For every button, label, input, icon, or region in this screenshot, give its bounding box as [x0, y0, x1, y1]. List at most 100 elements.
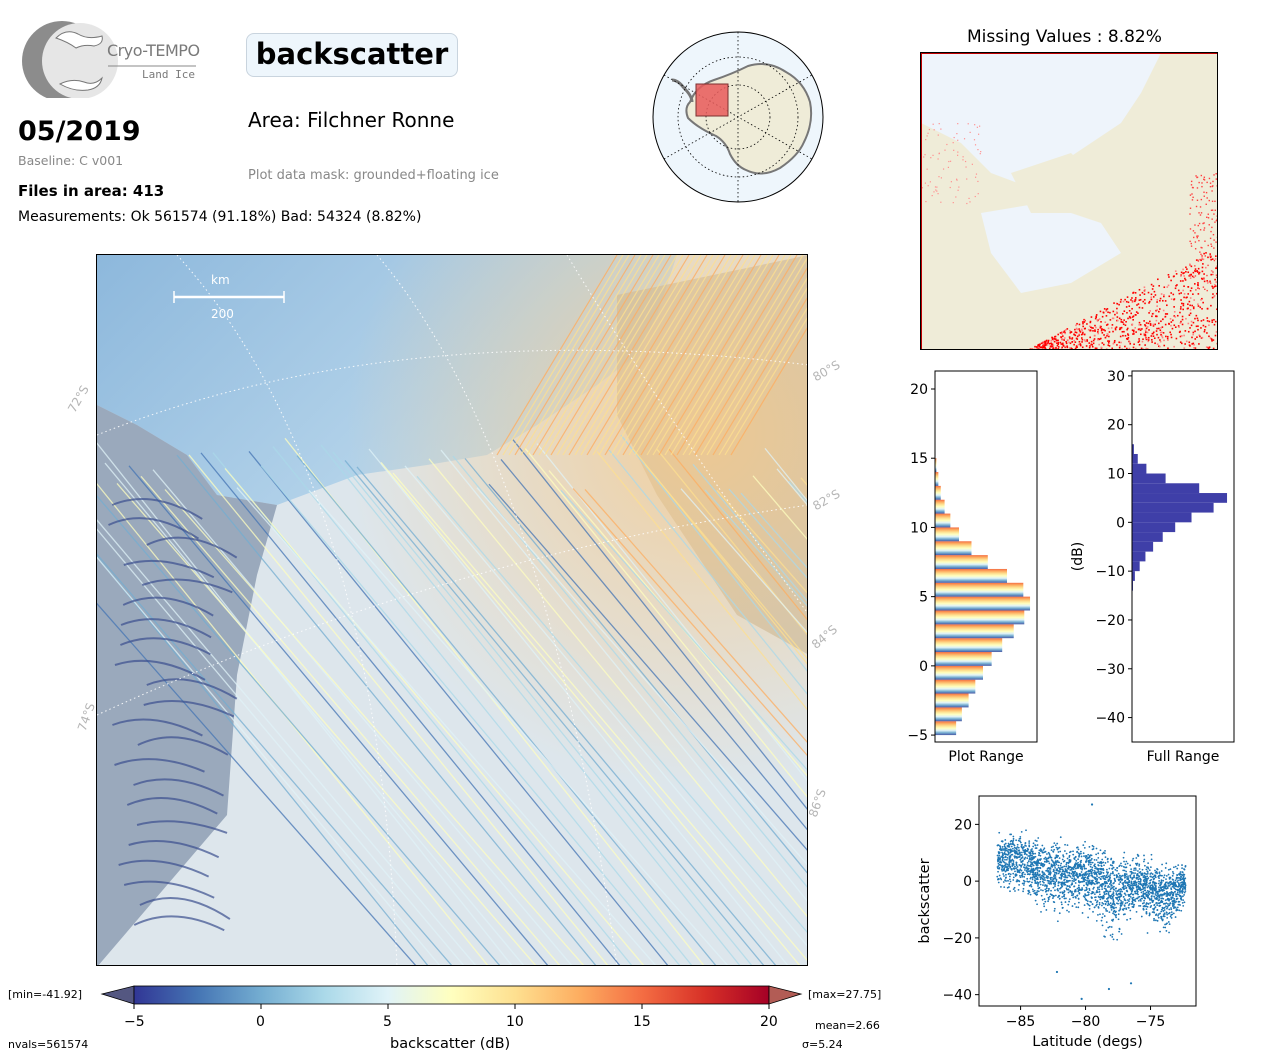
scatter-latitude: −85 −80 −75 20 0 −20 −40 Latitude (degs) backsca… — [917, 795, 1197, 1050]
mean-label: mean=2.66 — [815, 1019, 880, 1032]
baseline-label: Baseline: C v001 — [18, 153, 124, 168]
outlier-point — [1055, 970, 1059, 974]
hist-bar — [935, 693, 969, 708]
tick-label: −80 — [1071, 1014, 1101, 1030]
hist-bar — [935, 665, 983, 680]
hist-bar — [1132, 444, 1134, 454]
hist-bar — [935, 472, 939, 486]
tick-label: −40 — [942, 988, 972, 1004]
hist-bar — [935, 485, 941, 500]
hist-bar — [1132, 522, 1176, 533]
tick-label: 20 — [954, 817, 972, 833]
tick-label: 30 — [1107, 369, 1125, 385]
hist-bar — [935, 513, 951, 528]
histogram-plot-range: −5 0 5 10 15 20 Plot Range — [907, 370, 1038, 765]
logo-name: Cryo-TEMPO — [107, 41, 200, 60]
outlier-point — [1107, 987, 1111, 991]
tick-label: −40 — [1095, 711, 1125, 727]
area-label: Area: Filchner Ronne — [248, 108, 455, 132]
y-axis-label: backscatter — [917, 858, 933, 943]
colorbar-tick: 5 — [383, 1014, 392, 1030]
logo-emblem-icon — [22, 21, 196, 101]
hist-bar — [1132, 541, 1154, 552]
tick-label: −10 — [1095, 564, 1125, 580]
colorbar-min-label: [min=-41.92] — [8, 988, 83, 1001]
hist-bar — [935, 679, 976, 694]
tick-label: 5 — [919, 590, 928, 606]
colorbar — [100, 985, 803, 1009]
tick-label: −30 — [1095, 662, 1125, 678]
outlier-point — [1090, 803, 1094, 806]
hist-bar — [1132, 551, 1146, 562]
tick-label: −75 — [1136, 1014, 1166, 1030]
hist-bar — [1132, 571, 1135, 581]
scale-unit: km — [211, 273, 230, 287]
hist-bar — [1132, 493, 1228, 503]
hist-bar — [935, 458, 937, 473]
x-axis-label: Plot Range — [948, 749, 1023, 765]
mask-label: Plot data mask: grounded+floating ice — [248, 168, 499, 183]
hist-bar — [935, 707, 962, 722]
tick-label: 0 — [963, 874, 972, 890]
tick-label: −20 — [942, 931, 972, 947]
satellite-tracks — [97, 255, 807, 965]
hist-bar — [935, 527, 959, 542]
map-canvas — [97, 255, 807, 965]
hist-bar — [1132, 512, 1192, 523]
hist-bar — [935, 499, 945, 514]
hist-bar — [935, 652, 992, 666]
scale-bar — [173, 291, 285, 303]
hist-bar — [935, 610, 1025, 625]
hist-bar — [1132, 473, 1166, 484]
title-box: backscatter — [246, 33, 458, 77]
tick-label: 20 — [910, 382, 928, 398]
files-label: Files in area: 413 — [18, 182, 165, 200]
missing-values-map — [920, 52, 1218, 350]
tick-label: 0 — [1116, 515, 1125, 531]
nvals-label: nvals=561574 — [8, 1038, 89, 1051]
hist-bar — [935, 596, 1031, 611]
colorbar-label: backscatter (dB) — [390, 1036, 511, 1052]
scatter-points — [996, 829, 1187, 941]
lat-label-84s: 84°S — [808, 622, 841, 652]
tick-label: −85 — [1006, 1014, 1036, 1030]
tick-label: 10 — [1107, 467, 1125, 483]
date-label: 05/2019 — [18, 116, 141, 147]
histogram-full-range: 30 20 10 0 −10 −20 −30 −40 Full Range (dB) — [1070, 369, 1235, 765]
hist-bar — [935, 582, 1024, 597]
logo-sub: Land Ice — [142, 68, 195, 81]
lat-label-74s: 74°S — [74, 701, 98, 733]
x-axis-label: Full Range — [1147, 749, 1220, 765]
lat-label-86s: 86°S — [805, 787, 829, 819]
tick-label: −5 — [907, 728, 928, 744]
missing-values-title: Missing Values : 8.82% — [967, 27, 1162, 47]
antarctica-locator-map — [652, 31, 824, 203]
hist-bar — [1132, 502, 1214, 513]
sigma-label: σ=5.24 — [802, 1038, 843, 1051]
lat-label-72s: 72°S — [65, 382, 92, 416]
tick-label: 0 — [919, 659, 928, 675]
tick-label: 15 — [910, 451, 928, 467]
scale-value: 200 — [211, 307, 234, 321]
colorbar-tick: −5 — [124, 1014, 145, 1030]
lat-label-82s: 82°S — [810, 486, 843, 514]
missing-map-canvas — [921, 53, 1217, 349]
hist-bar — [1132, 532, 1163, 542]
outlier-point — [1129, 982, 1133, 985]
measurements-label: Measurements: Ok 561574 (91.18%) Bad: 54… — [18, 209, 422, 225]
hist-bar — [935, 624, 1014, 639]
tick-label: −20 — [1095, 613, 1125, 629]
hist-bar — [935, 638, 1003, 653]
hist-bar — [1132, 453, 1138, 464]
y-axis-label: (dB) — [1070, 542, 1086, 571]
tick-label: 20 — [1107, 418, 1125, 434]
hist-bar — [1132, 483, 1200, 494]
colorbar-max-label: [max=27.75] — [808, 988, 882, 1001]
page-title: backscatter — [255, 37, 449, 71]
lat-label-80s: 80°S — [810, 357, 843, 385]
x-axis-label: Latitude (degs) — [1032, 1034, 1143, 1050]
hist-bar — [1132, 463, 1147, 474]
backscatter-map: km 200 — [96, 254, 808, 966]
colorbar-tick: 0 — [256, 1014, 265, 1030]
outlier-point — [1080, 997, 1083, 1001]
